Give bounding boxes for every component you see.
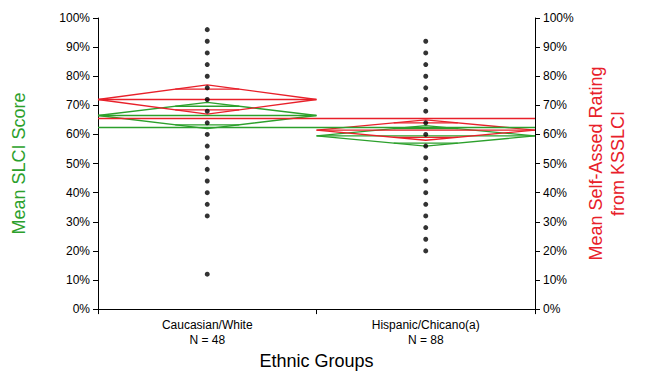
svg-text:from KSSLCI: from KSSLCI [608,111,628,216]
svg-text:Mean SLCI Score: Mean SLCI Score [9,93,29,235]
svg-text:Hispanic/Chicano(a): Hispanic/Chicano(a) [372,318,480,332]
svg-text:50%: 50% [66,157,90,171]
svg-text:40%: 40% [66,186,90,200]
svg-text:100%: 100% [543,11,574,25]
svg-text:Mean Self-Assed Rating: Mean Self-Assed Rating [586,66,606,260]
svg-text:100%: 100% [59,11,90,25]
svg-text:10%: 10% [543,273,567,287]
svg-text:50%: 50% [543,157,567,171]
svg-text:70%: 70% [543,98,567,112]
svg-text:Caucasian/White: Caucasian/White [162,318,253,332]
svg-text:N = 88: N = 88 [408,333,444,347]
svg-text:30%: 30% [66,215,90,229]
svg-text:30%: 30% [543,215,567,229]
svg-text:20%: 20% [543,244,567,258]
svg-text:80%: 80% [543,69,567,83]
svg-text:N = 48: N = 48 [189,333,225,347]
svg-text:Ethnic Groups: Ethnic Groups [259,351,373,371]
svg-text:90%: 90% [66,40,90,54]
svg-text:40%: 40% [543,186,567,200]
svg-text:20%: 20% [66,244,90,258]
svg-text:80%: 80% [66,69,90,83]
svg-text:60%: 60% [66,127,90,141]
svg-text:0%: 0% [73,302,91,316]
svg-text:10%: 10% [66,273,90,287]
svg-text:90%: 90% [543,40,567,54]
svg-text:0%: 0% [543,302,561,316]
svg-text:60%: 60% [543,127,567,141]
svg-text:70%: 70% [66,98,90,112]
